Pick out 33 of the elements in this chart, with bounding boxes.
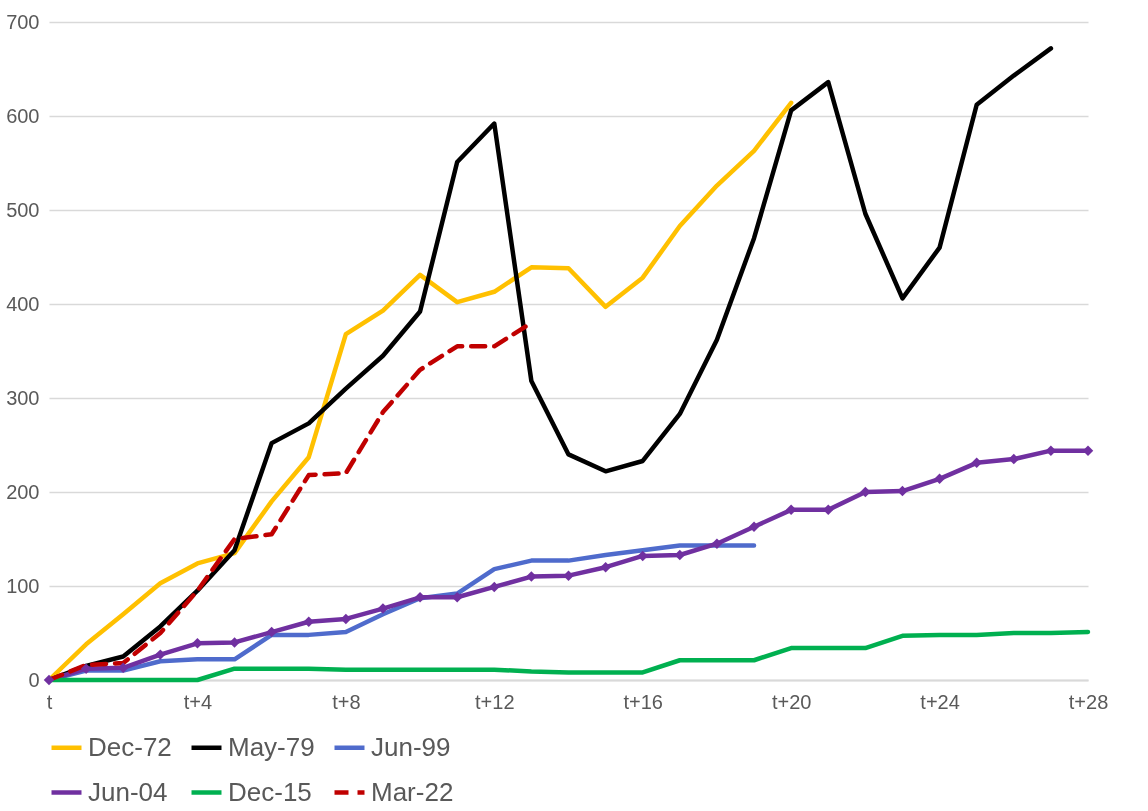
point [600, 561, 611, 573]
x-tick-label: t+28 [1068, 690, 1109, 713]
point [971, 457, 982, 469]
legend-label: Jun-04 [88, 776, 168, 807]
y-tick-label: 700 [6, 10, 40, 33]
x-tick-label: t+8 [332, 690, 361, 713]
y-tick-label: 0 [28, 668, 40, 691]
legend-label: Dec-15 [228, 776, 312, 807]
point [155, 649, 166, 660]
point [43, 674, 55, 686]
y-tick-label: 400 [6, 292, 40, 315]
point [266, 626, 277, 638]
point [489, 581, 500, 593]
x-tick-label: t+12 [475, 690, 515, 713]
x-tick-label: t [46, 690, 53, 713]
point [377, 603, 389, 614]
legend-label: Dec-72 [88, 731, 172, 762]
point [711, 538, 723, 549]
x-tick-label: t+20 [771, 690, 812, 713]
y-tick-label: 300 [6, 386, 40, 409]
x-tick-label: t+4 [183, 690, 213, 713]
x-tick-label: t+16 [623, 690, 663, 713]
point [934, 473, 945, 485]
legend-label: Mar-22 [371, 776, 454, 807]
point [748, 521, 760, 533]
x-tick-label: t+24 [920, 690, 960, 713]
y-tick-label: 200 [6, 480, 40, 503]
legend-label: Jun-99 [371, 731, 451, 762]
point [303, 616, 314, 627]
y-tick-label: 600 [6, 104, 40, 127]
legend-label: May-79 [228, 731, 315, 762]
y-tick-label: 500 [6, 198, 40, 221]
y-tick-label: 100 [6, 574, 40, 597]
